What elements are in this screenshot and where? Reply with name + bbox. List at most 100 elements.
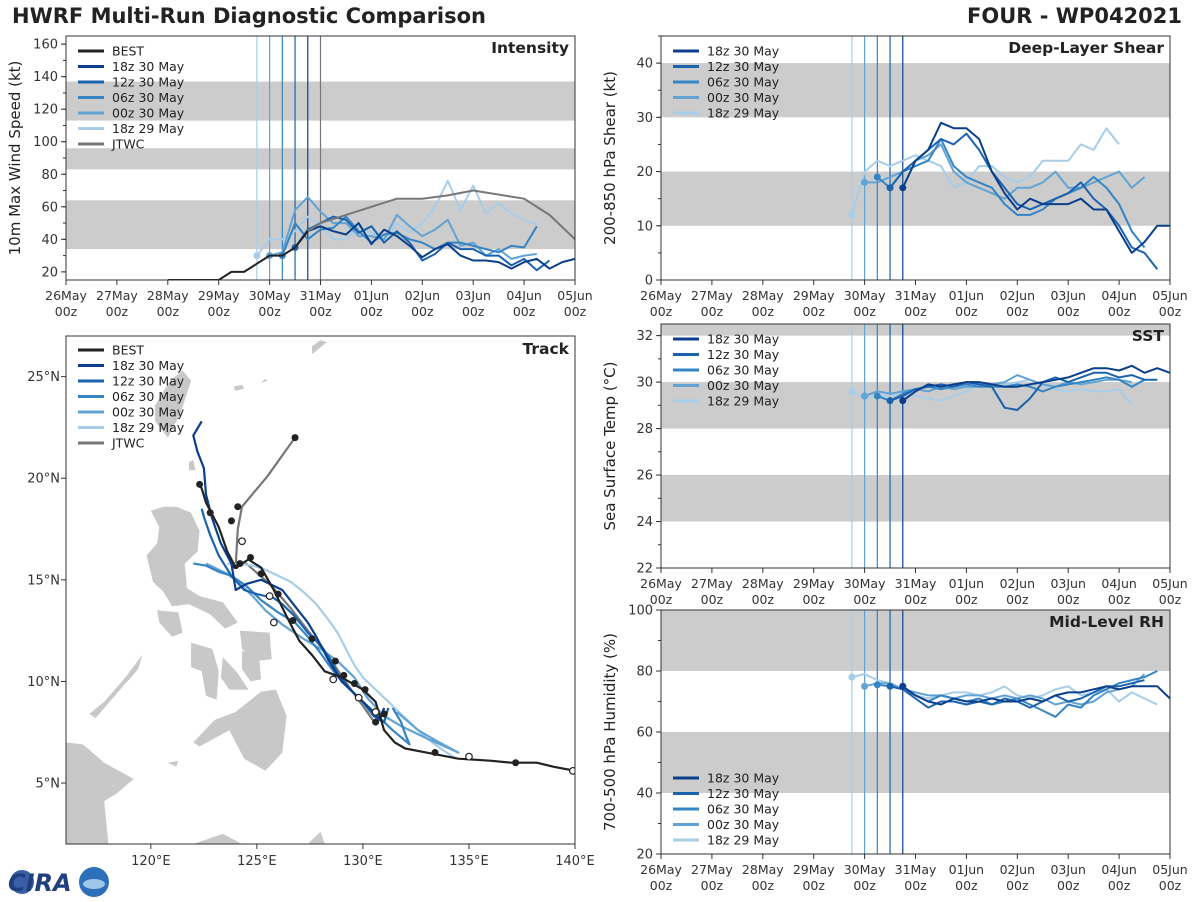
rh-plot-area (661, 610, 1170, 854)
rh-xtick-label: 30May (844, 862, 886, 877)
track-ytick-label: 15°N (27, 573, 60, 588)
legend-label-00z-30-may: 00z 30 May (707, 90, 780, 105)
intensity-xtick-hour: 00z (513, 304, 536, 319)
sst-xtick-label: 31May (895, 576, 937, 591)
track-ytick-label: 25°N (27, 370, 60, 385)
shear-xtick-hour: 00z (955, 304, 978, 319)
shear-xtick-hour: 00z (904, 304, 927, 319)
sst-xtick-hour: 00z (955, 592, 978, 607)
sst-xtick-label: 04Jun (1101, 576, 1136, 591)
intensity-series-18z-29-may (256, 179, 538, 257)
sst-xtick-hour: 00z (802, 592, 825, 607)
rh-init-marker-06z-30-may (873, 681, 881, 689)
sst-plot-area (661, 324, 1170, 568)
intensity-panel: 2040608010012014016026May00z27May00z28Ma… (6, 35, 593, 319)
intensity-ytick-label: 80 (41, 168, 58, 183)
intensity-xtick-hour: 00z (55, 304, 78, 319)
track-fix-00z-best (331, 657, 339, 665)
track-panel-title: Track (523, 340, 570, 358)
track-fix-00z-jtwc (372, 718, 380, 726)
sst-ylabel: Sea Surface Temp (°C) (601, 361, 619, 530)
track-plot-area (66, 340, 575, 844)
legend-label-12z-30-may: 12z 30 May (112, 374, 185, 389)
sst-ytick-label: 28 (636, 422, 653, 437)
sst-xtick-label: 05Jun (1152, 576, 1187, 591)
rh-panel-title: Mid-Level RH (1049, 613, 1164, 631)
land-leyte (242, 651, 262, 682)
track-fix-00z-best (236, 560, 244, 568)
shear-series-06z-30-may (876, 138, 1146, 249)
rh-xtick-hour: 00z (752, 878, 775, 893)
legend-label-12z-30-may: 12z 30 May (112, 75, 185, 90)
track-fix-00z-best (227, 517, 235, 525)
shear-xtick-hour: 00z (802, 304, 825, 319)
track-fix-12z-best (265, 592, 274, 600)
track-fix-00z-best (274, 590, 282, 598)
rh-series-12z-30-may (889, 679, 1145, 709)
intensity-series-18z-30-may (307, 222, 575, 270)
sst-xtick-hour: 00z (752, 592, 775, 607)
intensity-xtick-hour: 00z (462, 304, 485, 319)
track-fix-00z-best (431, 749, 439, 757)
intensity-init-marker-18z-29-may (253, 252, 261, 260)
shear-xtick-hour: 00z (853, 304, 876, 319)
shear-xtick-hour: 00z (650, 304, 673, 319)
legend-label-06z-30-may: 06z 30 May (112, 389, 185, 404)
rh-xtick-hour: 00z (1057, 878, 1080, 893)
rh-xtick-label: 29May (793, 862, 835, 877)
shear-xtick-label: 03Jun (1050, 288, 1085, 303)
intensity-panel-title: Intensity (491, 39, 569, 57)
land-halmahera (307, 831, 325, 844)
shear-xtick-label: 02Jun (1000, 288, 1035, 303)
shear-xtick-label: 30May (844, 288, 886, 303)
shear-xtick-hour: 00z (752, 304, 775, 319)
track-fix-12z-best (371, 708, 380, 716)
track-fix-00z-best (257, 570, 265, 578)
shear-xtick-label: 01Jun (949, 288, 984, 303)
track-xtick-label: 130°E (343, 854, 383, 869)
intensity-xtick-label: 31May (300, 288, 342, 303)
intensity-ytick-label: 100 (33, 135, 58, 150)
track-frame (65, 335, 576, 845)
track-fix-00z-jtwc (291, 434, 299, 442)
rh-xtick-hour: 00z (955, 878, 978, 893)
sst-panel-title: SST (1132, 327, 1165, 345)
rh-xtick-label: 28May (742, 862, 784, 877)
intensity-xtick-label: 28May (147, 288, 189, 303)
sst-xtick-label: 28May (742, 576, 784, 591)
track-fix-00z-best (380, 710, 388, 718)
intensity-xtick-hour: 00z (411, 304, 434, 319)
shear-init-marker-00z-30-may (861, 178, 869, 186)
intensity-xtick-hour: 00z (564, 304, 587, 319)
legend-label-00z-30-may: 00z 30 May (707, 378, 780, 393)
track-fix-00z-best (512, 759, 520, 767)
land-borneo (66, 742, 134, 844)
rh-xtick-hour: 00z (853, 878, 876, 893)
legend-label-12z-30-may: 12z 30 May (707, 59, 780, 74)
sst-threshold-band (661, 324, 1170, 336)
legend-label-06z-30-may: 06z 30 May (707, 75, 780, 90)
rh-xtick-hour: 00z (1108, 878, 1131, 893)
legend-label-06z-30-may: 06z 30 May (112, 90, 185, 105)
shear-ytick-label: 40 (636, 57, 653, 72)
rh-ytick-label: 20 (636, 848, 653, 863)
shear-ytick-label: 10 (636, 219, 653, 234)
track-fix-12z-best (568, 766, 575, 775)
rh-xtick-hour: 00z (904, 878, 927, 893)
land-panay-negros (191, 642, 219, 700)
sst-ytick-label: 30 (636, 376, 653, 391)
shear-ytick-label: 0 (645, 274, 653, 289)
shear-xtick-hour: 00z (1057, 304, 1080, 319)
rh-xtick-label: 31May (895, 862, 937, 877)
track-fix-00z-best (289, 616, 297, 624)
shear-xtick-label: 26May (640, 288, 682, 303)
intensity-xtick-label: 04Jun (506, 288, 541, 303)
sst-xtick-hour: 00z (904, 592, 927, 607)
track-fix-12z-best (269, 618, 278, 627)
track-ytick-label: 20°N (27, 472, 60, 487)
shear-xtick-hour: 00z (701, 304, 724, 319)
rh-panel: 2040608010026May00z27May00z28May00z29May… (601, 604, 1188, 894)
intensity-xtick-label: 30May (249, 288, 291, 303)
rh-ytick-label: 40 (636, 787, 653, 802)
